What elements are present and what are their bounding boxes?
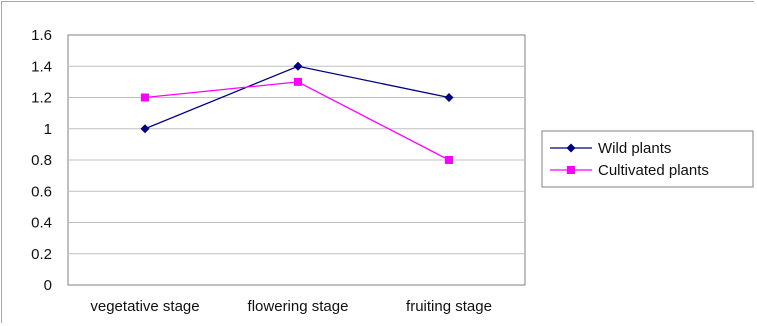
y-tick-label: 1.4 (31, 58, 52, 75)
y-tick-label: 1.2 (31, 90, 52, 107)
y-tick-label: 0 (44, 277, 52, 294)
legend-label: Cultivated plants (598, 162, 709, 179)
y-tick-label: 0.4 (31, 215, 52, 232)
x-tick-label: vegetative stage (90, 298, 199, 315)
legend-entry: Cultivated plants (550, 162, 709, 179)
data-point (445, 156, 453, 164)
data-point (141, 93, 149, 102)
data-point (294, 77, 302, 86)
x-tick-label: fruiting stage (406, 298, 492, 315)
x-tick-label: flowering stage (248, 298, 349, 315)
legend-entry: Wild plants (550, 140, 671, 157)
y-tick-label: 0.8 (31, 152, 52, 169)
legend-label: Wild plants (598, 140, 671, 157)
data-point (140, 124, 150, 134)
series-0 (140, 61, 454, 134)
x-axis-tick-labels: vegetative stage flowering stage fruiting … (90, 298, 492, 315)
legend-box (541, 130, 754, 188)
y-tick-label: 0.2 (31, 246, 52, 263)
y-tick-label: 1.6 (31, 27, 52, 44)
legend-marker (566, 143, 576, 153)
data-point (293, 61, 303, 71)
series-lines (140, 61, 454, 164)
y-axis-tick-labels: 0 0.2 0.4 0.6 0.8 1 1.2 1.4 1.6 (31, 27, 52, 294)
y-tick-label: 0.6 (31, 183, 52, 200)
y-tick-label: 1 (44, 121, 52, 138)
legend-marker (567, 166, 575, 174)
legend: Wild plants Cultivated plants (541, 130, 754, 188)
series-1 (141, 77, 453, 164)
data-point (444, 93, 454, 102)
